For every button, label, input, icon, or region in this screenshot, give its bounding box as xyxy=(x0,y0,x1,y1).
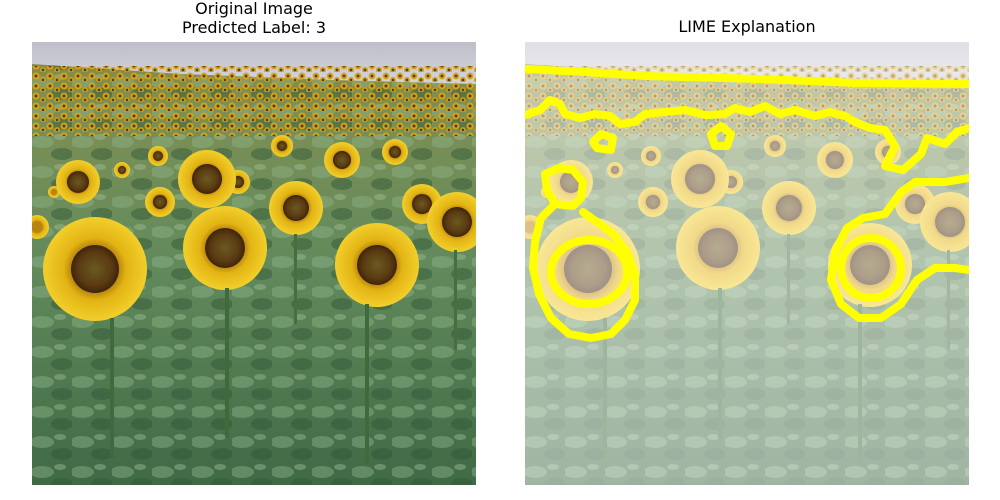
left-title-line-1: Original Image xyxy=(195,0,313,18)
left-panel-title: Original Image Predicted Label: 3 xyxy=(32,0,476,37)
original-image-panel xyxy=(32,42,476,485)
left-title-line-2: Predicted Label: 3 xyxy=(181,18,326,37)
lime-explanation-panel xyxy=(525,42,969,485)
right-panel-title: LIME Explanation xyxy=(678,17,816,36)
lime-explanation-image xyxy=(525,42,969,485)
superpixel-boundaries xyxy=(525,65,969,342)
original-image xyxy=(32,42,476,485)
